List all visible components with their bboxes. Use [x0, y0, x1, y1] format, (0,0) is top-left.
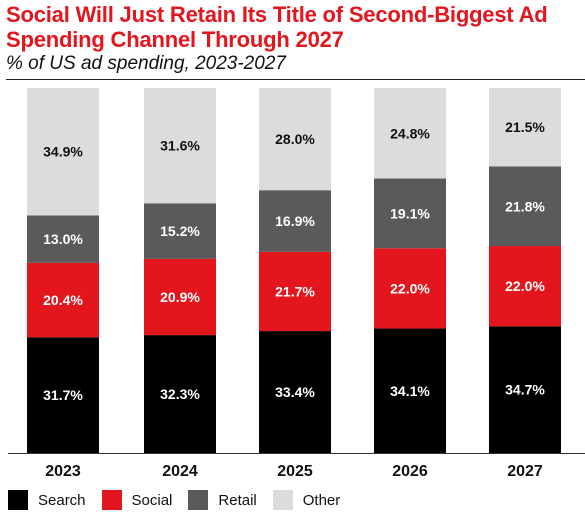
data-label-search-2023: 31.7%	[43, 387, 83, 403]
bar-segment-social-2025	[259, 251, 331, 332]
title-divider	[6, 79, 585, 80]
bar-segment-retail-2024	[144, 203, 216, 259]
legend-label-search: Search	[38, 491, 86, 509]
bar-segment-other-2025	[259, 88, 331, 191]
data-label-other-2024: 31.6%	[160, 138, 200, 154]
bar-segment-social-2023	[27, 262, 99, 338]
data-label-search-2026: 34.1%	[390, 383, 430, 399]
data-label-retail-2024: 15.2%	[160, 223, 200, 239]
data-label-social-2024: 20.9%	[160, 289, 200, 305]
bar-segment-other-2026	[374, 88, 446, 179]
data-label-other-2023: 34.9%	[43, 144, 83, 160]
x-tick-label-2023: 2023	[45, 463, 81, 480]
data-label-search-2024: 32.3%	[160, 386, 200, 402]
data-label-social-2026: 22.0%	[390, 280, 430, 296]
bar-segment-search-2024	[144, 335, 216, 453]
bar-segment-other-2024	[144, 88, 216, 204]
legend-item-retail: Retail	[188, 490, 257, 510]
legend-swatch-social	[101, 490, 122, 510]
data-label-other-2026: 24.8%	[390, 125, 430, 141]
legend-swatch-retail	[188, 490, 209, 510]
data-label-retail-2027: 21.8%	[505, 198, 545, 214]
bar-segment-retail-2026	[374, 178, 446, 249]
chart-subtitle: % of US ad spending, 2023-2027	[6, 53, 286, 74]
legend-item-social: Social	[101, 490, 173, 510]
bar-segment-social-2026	[374, 248, 446, 329]
stacked-bar-chart: 31.7% 20.4% 13.0% 34.9% 2023 32.3% 20.9% 15.2% 3…	[8, 88, 585, 480]
legend-swatch-other	[272, 490, 293, 510]
data-label-other-2027: 21.5%	[505, 119, 545, 135]
legend-swatch-search	[8, 490, 28, 510]
x-tick-label-2025: 2025	[277, 463, 313, 480]
bar-segment-search-2023	[27, 337, 99, 453]
x-tick-label-2026: 2026	[392, 463, 428, 480]
bar-segment-other-2027	[489, 88, 561, 167]
bar-segment-retail-2025	[259, 190, 331, 252]
data-label-retail-2026: 19.1%	[390, 205, 430, 221]
legend-item-other: Other	[272, 490, 341, 510]
bar-segment-social-2027	[489, 246, 561, 327]
legend-label-retail: Retail	[218, 491, 257, 509]
bar-segment-retail-2023	[27, 215, 99, 263]
bar-segment-search-2027	[489, 326, 561, 453]
data-label-search-2027: 34.7%	[505, 382, 545, 398]
data-label-retail-2025: 16.9%	[275, 213, 315, 229]
data-label-social-2027: 22.0%	[505, 278, 545, 294]
legend: Search Social Retail Other	[8, 490, 356, 510]
x-tick-label-2027: 2027	[507, 463, 543, 480]
data-label-other-2025: 28.0%	[275, 131, 315, 147]
legend-label-social: Social	[131, 491, 173, 509]
legend-item-search: Search	[8, 490, 86, 510]
bar-segment-social-2024	[144, 258, 216, 336]
legend-label-other: Other	[302, 491, 341, 509]
bar-segment-other-2023	[27, 88, 99, 216]
chart-title: Social Will Just Retain Its Title of Sec…	[6, 2, 548, 52]
bar-segment-search-2025	[259, 331, 331, 453]
data-label-social-2023: 20.4%	[43, 292, 83, 308]
x-tick-label-2024: 2024	[162, 463, 198, 480]
bar-segment-search-2026	[374, 328, 446, 453]
bar-segment-retail-2027	[489, 166, 561, 247]
data-label-search-2025: 33.4%	[275, 384, 315, 400]
data-label-retail-2023: 13.0%	[43, 231, 83, 247]
data-label-social-2025: 21.7%	[275, 283, 315, 299]
